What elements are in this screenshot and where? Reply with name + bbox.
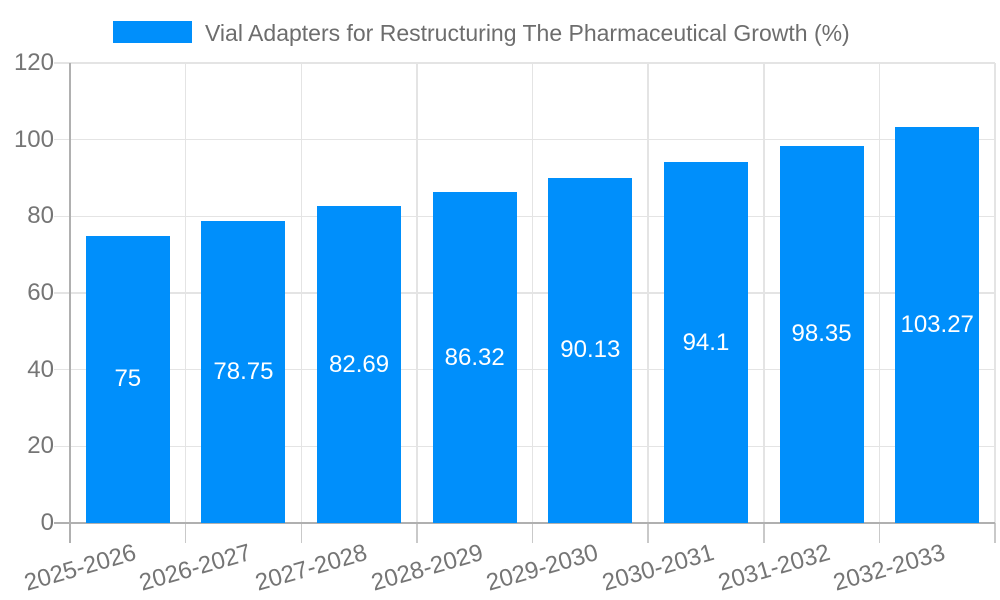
y-axis-tick-label: 40 [27,355,54,383]
y-gridline [54,368,995,371]
x-axis-tick [647,523,649,543]
x-axis-tick [300,523,302,543]
bar-value-label: 75 [114,365,142,393]
bar-value-label: 82.69 [329,350,390,378]
x-axis-tick [531,523,534,543]
bar[interactable] [432,192,517,523]
y-gridline [54,292,995,294]
bar[interactable] [85,235,170,523]
x-gridline [878,63,881,523]
x-gridline [184,63,187,523]
bar-value-label: 98.35 [791,320,852,348]
bar[interactable] [548,177,633,523]
y-gridline [54,445,995,448]
x-axis-line [54,522,995,524]
x-axis-tick [184,523,187,543]
x-gridline [416,63,418,523]
x-gridline [531,63,534,523]
bar[interactable] [779,145,864,523]
bar[interactable] [895,127,980,523]
x-gridline [300,63,302,523]
legend-label: Vial Adapters for Restructuring The Phar… [205,20,850,46]
bar[interactable] [201,221,286,523]
legend-swatch[interactable] [113,21,192,43]
x-axis-tick [994,523,996,543]
x-gridline [647,63,649,523]
y-axis-tick-label: 20 [27,432,54,460]
y-axis-tick-label: 120 [13,49,54,76]
y-gridline [54,62,995,64]
bar[interactable] [663,162,748,523]
y-gridline [54,138,995,141]
bar-value-label: 78.75 [213,358,274,386]
y-axis-tick-label: 100 [13,125,54,153]
bar-value-label: 94.1 [682,328,730,356]
y-axis-line [69,63,71,543]
x-gridline [994,63,996,523]
x-axis-tick [878,523,881,543]
bar[interactable] [317,206,402,523]
chart-legend: Vial Adapters for Restructuring The Phar… [0,0,1000,50]
y-axis-tick-label: 60 [27,279,54,306]
y-gridline [54,215,995,218]
y-axis-tick-label: 0 [40,509,54,536]
bar-value-label: 103.27 [900,311,974,339]
y-axis-tick-label: 80 [27,202,54,230]
x-axis-tick [763,523,765,543]
x-axis-tick [416,523,418,543]
bar-value-label: 86.32 [444,343,505,371]
bar-value-label: 90.13 [560,336,621,364]
x-gridline [763,63,765,523]
